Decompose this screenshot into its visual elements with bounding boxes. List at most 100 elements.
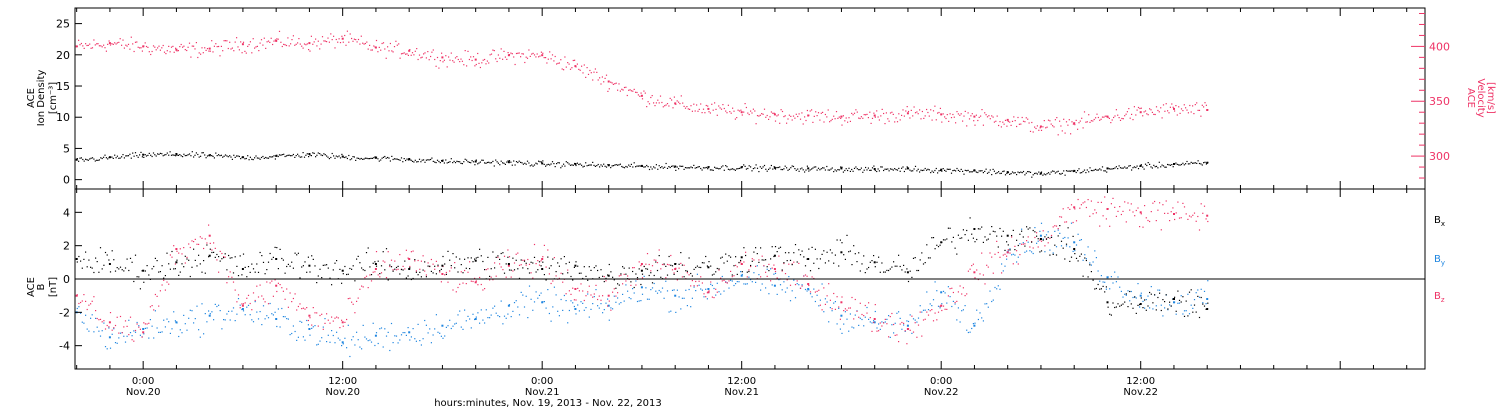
density-sample <box>865 166 867 169</box>
by-sample <box>1031 251 1033 253</box>
bx-sample <box>751 260 753 262</box>
velocity-sample <box>168 45 170 47</box>
by-sample <box>487 317 489 319</box>
bx-sample <box>460 264 462 266</box>
velocity-sample <box>472 56 475 58</box>
by-sample <box>1069 246 1071 248</box>
x-tick-time: 12:00 <box>1126 376 1155 387</box>
velocity-sample <box>438 67 440 69</box>
by-sample <box>395 335 398 337</box>
velocity-sample <box>770 111 772 113</box>
density-sample <box>636 165 638 167</box>
density-sample <box>913 168 915 170</box>
density-sample <box>163 154 166 156</box>
bx-sample <box>926 244 928 246</box>
by-sample <box>1047 231 1049 233</box>
by-sample <box>789 300 792 302</box>
velocity-sample <box>1096 113 1098 115</box>
density-sample <box>103 156 105 158</box>
velocity-sample <box>565 66 567 68</box>
density-sample <box>829 169 831 171</box>
by-sample <box>866 306 868 309</box>
bz-sample <box>701 282 703 284</box>
density-sample <box>939 169 941 172</box>
velocity-sample <box>1126 111 1128 113</box>
bx-sample <box>495 256 497 258</box>
bz-sample <box>1084 201 1086 203</box>
velocity-sample <box>712 109 714 111</box>
bz-point <box>374 268 377 270</box>
by-sample <box>1032 252 1034 255</box>
velocity-sample <box>691 110 693 112</box>
by-sample <box>735 283 737 285</box>
bx-sample <box>1135 312 1137 314</box>
by-sample <box>346 347 348 349</box>
density-sample <box>1117 168 1119 170</box>
velocity-sample <box>276 38 278 40</box>
velocity-sample <box>195 42 197 44</box>
velocity-sample <box>323 40 325 42</box>
density-sample <box>896 169 899 171</box>
bz-sample <box>359 288 361 290</box>
velocity-sample <box>641 98 644 100</box>
velocity-sample <box>212 51 214 53</box>
velocity-sample <box>1078 122 1080 124</box>
velocity-series <box>75 30 1209 136</box>
bx-sample <box>194 259 196 261</box>
density-sample <box>842 171 844 173</box>
by-sample <box>906 320 908 322</box>
density-sample <box>346 157 348 160</box>
velocity-sample <box>963 115 965 117</box>
bz-sample <box>726 282 728 284</box>
density-sample <box>931 170 933 172</box>
velocity-sample <box>237 46 239 48</box>
bx-sample <box>1054 244 1056 246</box>
bz-sample <box>389 265 391 268</box>
velocity-sample <box>557 62 559 64</box>
by-sample <box>168 321 170 323</box>
density-sample <box>399 159 401 161</box>
bz-sample <box>379 276 381 278</box>
bz-sample <box>520 264 522 266</box>
density-sample <box>104 154 106 156</box>
by-sample <box>83 322 85 324</box>
bx-sample <box>287 263 289 265</box>
bz-sample <box>237 294 240 296</box>
density-sample <box>472 161 475 163</box>
bx-sample <box>763 259 765 261</box>
bz-sample <box>314 312 316 314</box>
by-sample <box>405 334 407 336</box>
velocity-sample <box>101 46 103 48</box>
by-point <box>674 294 677 297</box>
velocity-sample <box>610 81 612 83</box>
bx-sample <box>718 268 720 270</box>
bz-sample <box>861 313 863 316</box>
bz-sample <box>374 271 376 273</box>
density-sample <box>1014 172 1016 174</box>
bx-sample <box>824 262 826 264</box>
density-sample <box>560 167 562 169</box>
by-sample <box>1207 280 1209 282</box>
bx-sample <box>327 267 329 269</box>
density-sample <box>511 164 513 166</box>
by-sample <box>116 342 118 344</box>
bx-sample <box>765 259 767 261</box>
bx-sample <box>201 271 203 273</box>
bx-sample <box>480 255 482 257</box>
bz-sample <box>213 242 215 244</box>
by-sample <box>1022 242 1024 244</box>
velocity-sample <box>389 42 391 45</box>
bz-sample <box>404 268 406 270</box>
bz-sample <box>136 323 138 325</box>
bx-sample <box>261 255 263 257</box>
density-sample <box>515 161 518 163</box>
bz-sample <box>515 253 517 255</box>
by-point <box>441 324 444 327</box>
bz-sample <box>542 256 544 258</box>
by-sample <box>597 305 599 307</box>
density-sample <box>675 169 677 171</box>
velocity-sample <box>265 47 267 49</box>
bz-sample <box>472 280 474 283</box>
velocity-sample <box>709 112 711 114</box>
density-sample <box>348 154 350 157</box>
